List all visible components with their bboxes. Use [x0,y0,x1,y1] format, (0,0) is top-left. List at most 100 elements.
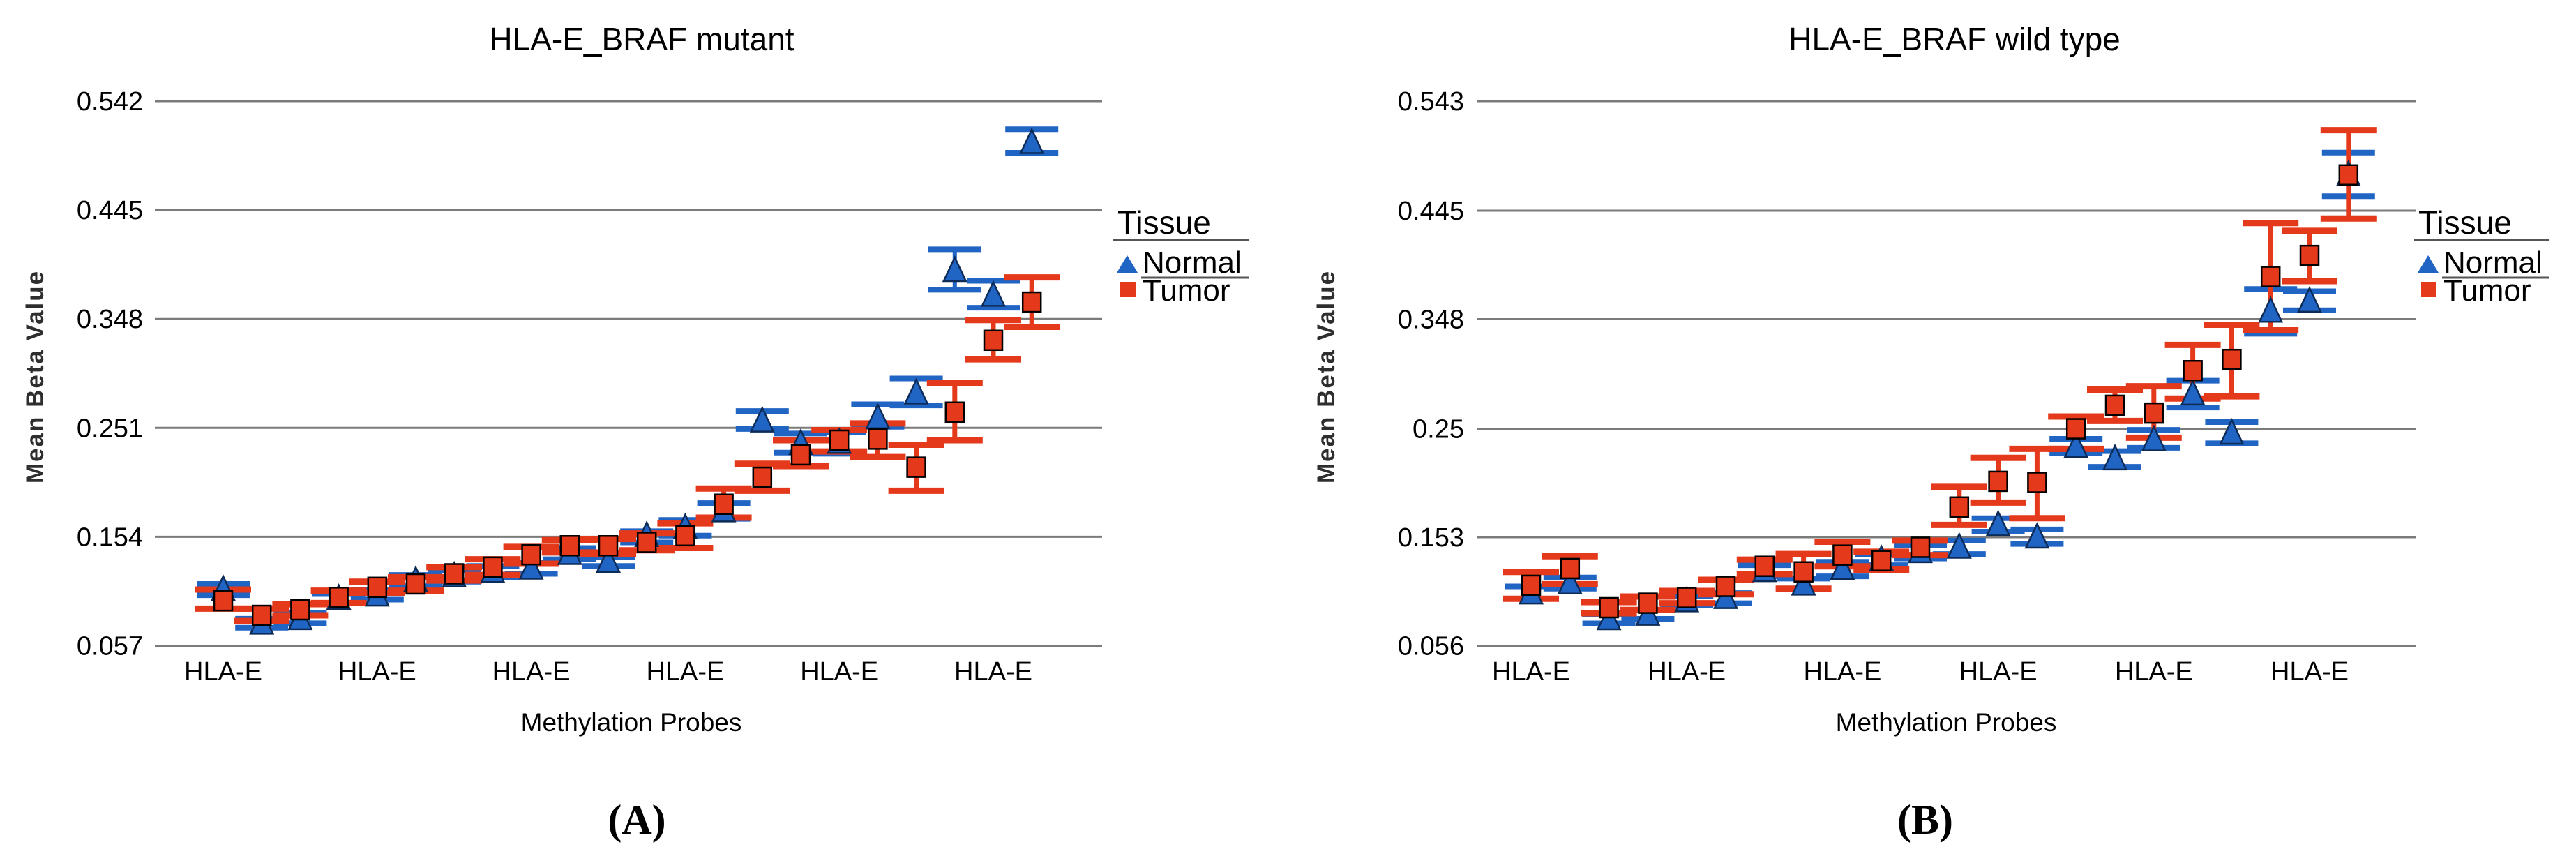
x-tick-label: HLA-E [954,657,1032,686]
data-point-tumor [675,525,695,547]
data-point-tumor [752,466,773,488]
tumor-square-icon [1120,282,1136,297]
legend-item-normal: Normal [2443,246,2543,280]
data-point-tumor [251,604,272,626]
y-tick-label: 0.445 [1398,197,1464,226]
data-point-normal [2297,285,2322,313]
tumor-square-icon [2421,282,2436,297]
data-point-tumor [1754,555,1775,577]
data-point-normal [1791,569,1816,596]
data-point-tumor [483,556,503,578]
y-tick-label: 0.348 [77,305,143,334]
legend: Tissue Normal Tumor [2414,204,2549,308]
data-point-tumor [2144,402,2164,424]
data-point-normal [2180,378,2206,406]
data-point-tumor [1599,596,1619,619]
legend-item-tumor: Tumor [1143,273,1230,308]
data-point-tumor [868,428,888,450]
x-tick-label: HLA-E [646,657,724,686]
chart-braf-mutant: HLA-E_BRAF mutant Mean Beta Value 0.0570… [22,21,1249,843]
data-point-tumor [213,590,234,612]
data-point-normal [2102,443,2127,471]
data-point-tumor [2065,418,2086,440]
x-tick-label: HLA-E [2270,657,2349,686]
x-tick-label: HLA-E [492,657,571,686]
data-point-tumor [1676,587,1697,608]
data-point-normal [1019,127,1045,154]
data-point-tumor [1560,557,1581,580]
data-point-tumor [1988,470,2008,493]
data-point-tumor [1021,291,1042,313]
x-tick-label: HLA-E [1959,657,2038,686]
data-point-normal [903,377,929,405]
data-point-normal [1830,553,1855,580]
data-point-normal [942,255,967,283]
plot-area: 0.057 0.154 0.251 0.348 0.445 0.542 HLA-E HLA-E… [77,87,1102,686]
x-tick-label: HLA-E [1492,657,1570,686]
data-point-normal [2063,431,2089,458]
data-point-tumor [2183,359,2203,382]
y-tick-label: 0.154 [77,523,143,552]
data-point-normal [1557,567,1583,595]
data-point-tumor [906,456,926,478]
data-point-tumor [829,429,850,451]
data-point-normal [749,405,775,433]
data-point-normal [1985,509,2011,536]
data-point-tumor [1871,550,1892,571]
data-point-tumor [444,563,465,585]
legend-item-normal: Normal [1143,246,1242,280]
data-point-tumor [944,401,965,423]
data-point-tumor [1638,592,1658,614]
data-point-tumor [329,587,349,608]
x-tick-label: HLA-E [2115,657,2193,686]
y-tick-label: 0.25 [1413,415,1464,444]
y-axis-title: Mean Beta Value [22,270,49,483]
data-point-normal [518,553,544,580]
x-tick-label: HLA-E [1803,657,1881,686]
data-point-normal [2024,522,2050,549]
data-point-normal [2141,424,2167,451]
data-point-tumor [2260,266,2281,287]
data-point-tumor [521,543,541,566]
y-tick-label: 0.542 [77,87,143,117]
data-point-tumor [1832,544,1853,566]
data-point-tumor [1793,561,1814,583]
data-point-tumor [983,329,1004,352]
data-point-tumor [559,535,580,557]
x-tick-label: HLA-E [800,657,878,686]
data-point-tumor [1715,576,1736,597]
data-point-tumor [2338,164,2359,186]
normal-triangle-icon [2418,255,2439,273]
y-tick-label: 0.057 [77,632,143,661]
data-point-tumor [405,573,426,595]
y-tick-label: 0.445 [77,196,143,225]
plot-area: 0.056 0.153 0.25 0.348 0.445 0.543 HLA-E HLA-E H… [1398,87,2416,686]
y-axis-title: Mean Beta Value [1313,270,1340,483]
x-tick-label: HLA-E [338,657,416,686]
y-tick-label: 0.543 [1398,87,1464,117]
legend-title: Tissue [1117,204,1211,241]
data-point-normal [596,546,621,573]
y-tick-label: 0.251 [77,414,143,443]
data-point-tumor [2027,472,2047,493]
data-point-tumor [2104,394,2125,416]
panel-caption: (B) [1897,797,1953,843]
data-point-normal [2258,296,2284,323]
normal-triangle-icon [1117,255,1138,273]
data-point-tumor [367,576,388,599]
chart-title: HLA-E_BRAF mutant [489,21,794,57]
data-point-tumor [598,535,619,557]
y-tick-label: 0.153 [1398,523,1464,553]
chart-title: HLA-E_BRAF wild type [1788,21,2121,57]
data-point-normal [981,280,1006,307]
data-point-normal [865,402,891,430]
data-point-tumor [714,493,734,515]
x-axis-title: Methylation Probes [1836,708,2057,737]
data-point-tumor [790,444,811,466]
data-point-tumor [2222,348,2242,370]
data-point-tumor [2299,244,2320,266]
data-point-tumor [1949,496,1970,518]
data-point-tumor [636,532,657,553]
panel-caption: (A) [608,797,665,843]
data-point-normal [1946,532,1972,559]
